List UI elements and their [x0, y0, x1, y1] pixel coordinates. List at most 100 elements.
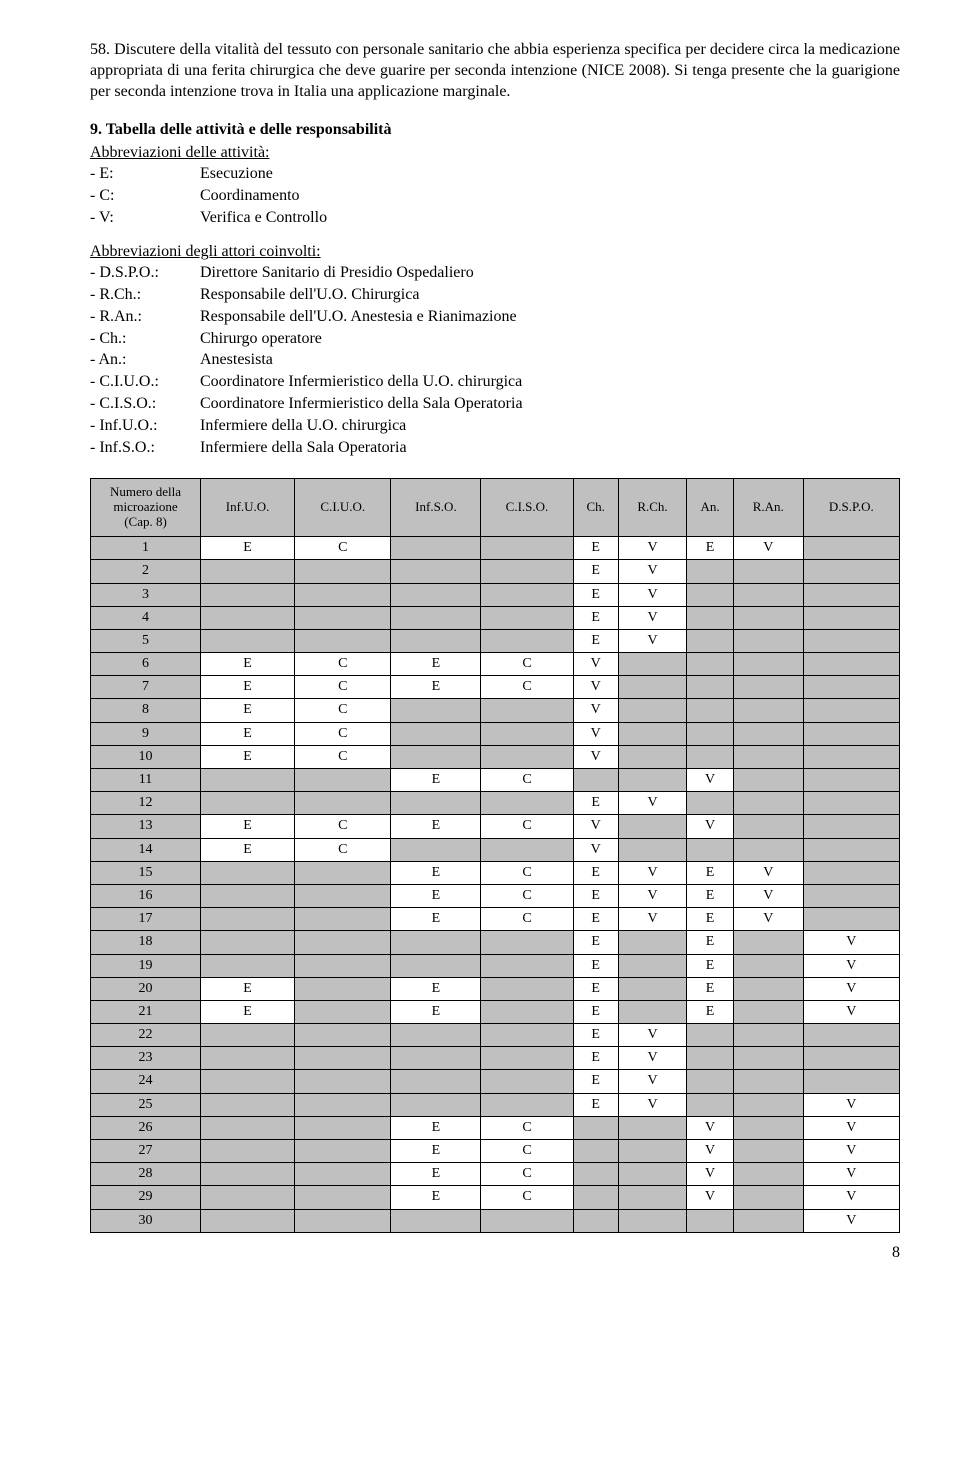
table-cell: [295, 1093, 391, 1116]
table-cell: [295, 1000, 391, 1023]
abbrev-act-title: Abbreviazioni delle attività:: [90, 143, 900, 164]
row-number: 23: [91, 1047, 201, 1070]
table-cell: E: [201, 977, 295, 1000]
row-number: 9: [91, 722, 201, 745]
row-number: 10: [91, 745, 201, 768]
table-cell: [295, 884, 391, 907]
table-cell: C: [295, 653, 391, 676]
table-cell: [733, 676, 803, 699]
abbrev-row: - E:Esecuzione: [90, 164, 900, 185]
table-cell: [618, 1116, 686, 1139]
table-cell: [687, 1209, 734, 1232]
table-cell: [481, 1070, 573, 1093]
table-cell: E: [201, 676, 295, 699]
row-number: 1: [91, 537, 201, 560]
table-cell: [733, 1093, 803, 1116]
table-cell: [391, 745, 481, 768]
table-cell: V: [803, 1163, 899, 1186]
abbrev-key: - Ch.:: [90, 329, 200, 350]
table-cell: [733, 629, 803, 652]
table-cell: [201, 861, 295, 884]
table-cell: [803, 745, 899, 768]
table-row: 25EVV: [91, 1093, 900, 1116]
table-cell: [803, 653, 899, 676]
table-cell: E: [201, 653, 295, 676]
abbrev-row: - An.:Anestesista: [90, 350, 900, 371]
table-cell: [573, 769, 618, 792]
abbrev-row: - Inf.S.O.:Infermiere della Sala Operato…: [90, 438, 900, 459]
table-cell: C: [481, 653, 573, 676]
row-number: 2: [91, 560, 201, 583]
table-cell: E: [573, 583, 618, 606]
row-number: 26: [91, 1116, 201, 1139]
table-header: C.I.U.O.: [295, 479, 391, 537]
table-cell: [733, 954, 803, 977]
table-cell: [687, 745, 734, 768]
row-number: 7: [91, 676, 201, 699]
table-cell: [201, 1140, 295, 1163]
row-number: 5: [91, 629, 201, 652]
row-number: 27: [91, 1140, 201, 1163]
table-cell: V: [803, 1093, 899, 1116]
table-cell: [481, 838, 573, 861]
table-row: 28ECVV: [91, 1163, 900, 1186]
table-cell: V: [618, 792, 686, 815]
table-cell: [803, 838, 899, 861]
table-row: 5EV: [91, 629, 900, 652]
table-cell: [481, 629, 573, 652]
table-cell: [687, 699, 734, 722]
table-cell: [201, 1209, 295, 1232]
abbrev-key: - E:: [90, 164, 200, 185]
table-cell: [687, 792, 734, 815]
table-cell: [481, 792, 573, 815]
table-cell: E: [391, 815, 481, 838]
table-cell: [618, 1163, 686, 1186]
table-cell: V: [573, 699, 618, 722]
table-cell: C: [481, 884, 573, 907]
table-cell: E: [391, 908, 481, 931]
row-number: 19: [91, 954, 201, 977]
table-cell: [733, 1163, 803, 1186]
table-cell: E: [391, 1140, 481, 1163]
table-header: R.Ch.: [618, 479, 686, 537]
table-cell: [618, 1186, 686, 1209]
table-cell: E: [573, 537, 618, 560]
table-cell: [481, 699, 573, 722]
table-cell: [803, 537, 899, 560]
table-cell: V: [687, 1186, 734, 1209]
abbrev-row: - V:Verifica e Controllo: [90, 208, 900, 229]
row-number: 6: [91, 653, 201, 676]
table-cell: [201, 1186, 295, 1209]
table-cell: [803, 1070, 899, 1093]
table-cell: V: [573, 722, 618, 745]
table-cell: [687, 1047, 734, 1070]
table-row: 8ECV: [91, 699, 900, 722]
table-cell: [201, 1163, 295, 1186]
table-cell: [618, 815, 686, 838]
section-9-title: 9. Tabella delle attività e delle respon…: [90, 120, 900, 141]
table-cell: E: [573, 606, 618, 629]
table-cell: C: [481, 676, 573, 699]
table-header: Numero dellamicroazione(Cap. 8): [91, 479, 201, 537]
table-row: 16ECEVEV: [91, 884, 900, 907]
table-cell: V: [573, 815, 618, 838]
table-cell: [391, 606, 481, 629]
abbrev-key: - Inf.U.O.:: [90, 416, 200, 437]
table-cell: [391, 583, 481, 606]
table-cell: C: [481, 861, 573, 884]
table-cell: [803, 676, 899, 699]
table-cell: E: [201, 838, 295, 861]
table-cell: E: [573, 1070, 618, 1093]
table-cell: E: [573, 908, 618, 931]
table-cell: [803, 815, 899, 838]
table-cell: [687, 629, 734, 652]
table-cell: [391, 722, 481, 745]
abbrev-value: Coordinatore Infermieristico della U.O. …: [200, 372, 900, 393]
para58-text: Discutere della vitalità del tessuto con…: [90, 41, 900, 100]
table-row: 14ECV: [91, 838, 900, 861]
table-cell: E: [201, 537, 295, 560]
table-cell: [803, 606, 899, 629]
table-cell: E: [573, 1000, 618, 1023]
row-number: 14: [91, 838, 201, 861]
table-cell: E: [201, 722, 295, 745]
